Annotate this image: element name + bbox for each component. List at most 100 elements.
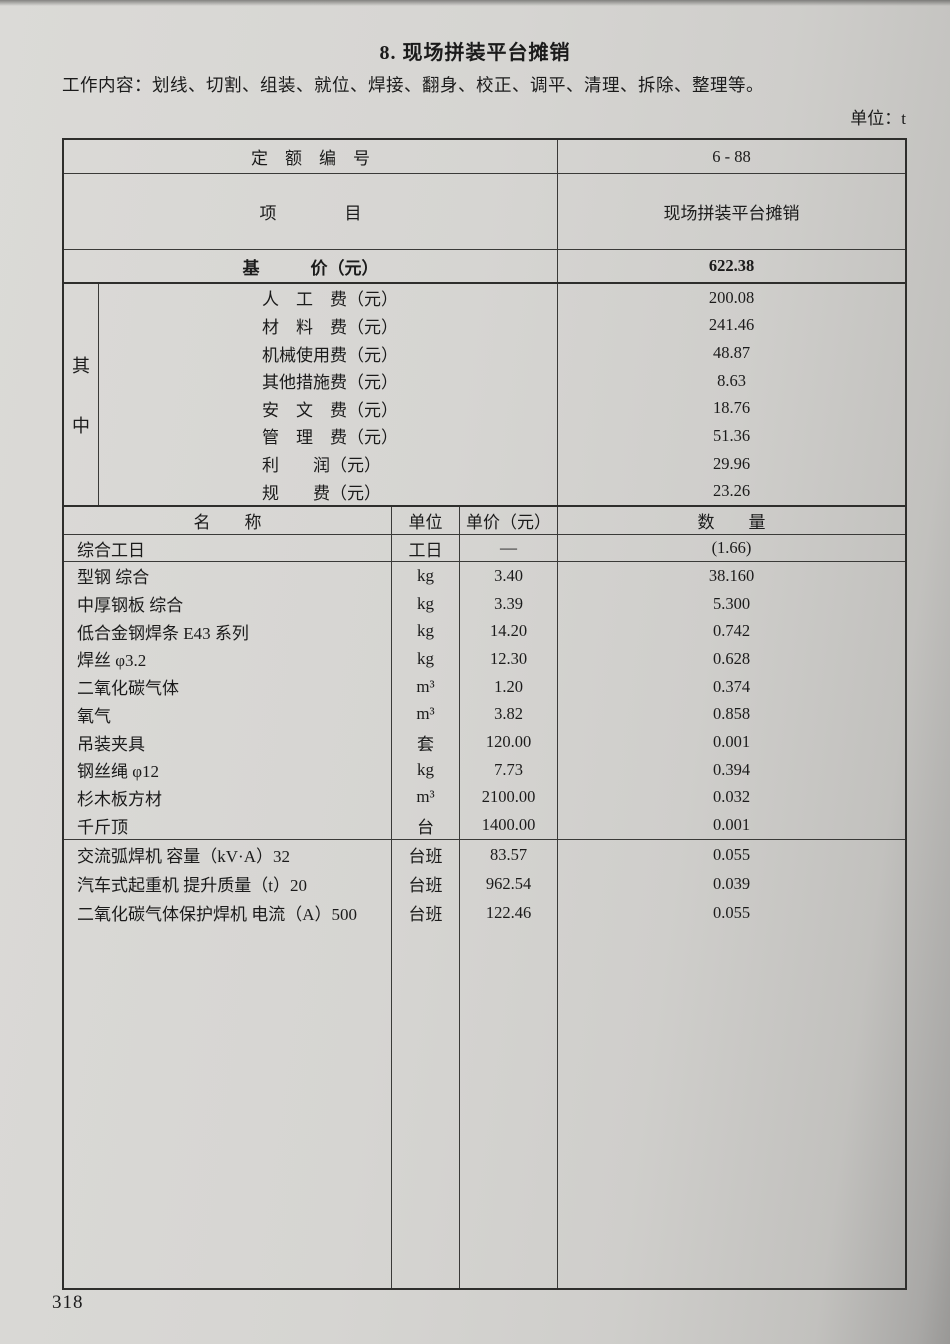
material-unit: kg (392, 589, 460, 618)
material-name: 中厚钢板 综合 (64, 589, 392, 618)
material-price: 120.00 (460, 728, 558, 756)
material-quantity: 5.300 (712, 593, 751, 613)
material-quantity: 38.160 (708, 565, 755, 585)
material-unit: 套 (392, 728, 460, 756)
component-row: 机械使用费（元） 48.87 (99, 339, 905, 367)
page-number: 318 (52, 1292, 84, 1313)
quota-item-value: 现场拼装平台摊销 (663, 204, 800, 223)
material-name: 焊丝 φ3.2 (64, 645, 392, 673)
material-row: 千斤顶 台 1400.00 0.001 (64, 811, 905, 840)
machine-name: 交流弧焊机 容量（kV·A）32 (64, 840, 392, 869)
machine-price: 122.46 (460, 898, 558, 927)
material-name: 氧气 (64, 700, 392, 729)
component-value: 8.63 (717, 370, 746, 390)
component-row: 安 文 费（元） 18.76 (99, 394, 905, 423)
machine-price: 962.54 (460, 869, 558, 898)
component-label: 管 理 费（元） (99, 422, 558, 450)
material-name: 二氧化碳气体 (64, 672, 392, 701)
material-price: 12.30 (460, 645, 558, 673)
material-name: 钢丝绳 φ12 (64, 755, 392, 784)
machine-row: 汽车式起重机 提升质量（t）20 台班 962.54 0.039 (64, 869, 905, 898)
component-label: 材 料 费（元） (99, 311, 558, 340)
cost-components-section: 其 中 人 工 费（元） 200.08 材 料 费（元） 241.46 机械使用… (64, 284, 905, 507)
component-row: 管 理 费（元） 51.36 (99, 422, 905, 450)
header-unit: 单位 (392, 507, 460, 534)
material-row: 型钢 综合 kg 3.40 38.160 (64, 562, 905, 590)
material-price: 1.20 (460, 672, 558, 701)
material-unit: kg (392, 645, 460, 673)
component-value: 29.96 (712, 453, 751, 473)
among-char-top: 其 (72, 355, 90, 376)
material-row: 吊装夹具 套 120.00 0.001 (64, 728, 905, 756)
quota-code-row: 定 额 编 号 6 - 88 (64, 140, 905, 174)
machine-name: 汽车式起重机 提升质量（t）20 (64, 869, 392, 898)
empty-table-area (64, 927, 905, 1288)
component-row: 材 料 费（元） 241.46 (99, 311, 905, 340)
component-label: 规 费（元） (99, 477, 558, 505)
labor-name: 综合工日 (64, 535, 392, 561)
component-value: 51.36 (712, 425, 751, 445)
material-row: 低合金钢焊条 E43 系列 kg 14.20 0.742 (64, 617, 905, 646)
machines-block: 交流弧焊机 容量（kV·A）32 台班 83.57 0.055 汽车式起重机 提… (64, 840, 905, 1288)
component-value: 200.08 (708, 287, 755, 307)
material-quantity: 0.742 (712, 621, 751, 641)
component-label: 利 润（元） (99, 449, 558, 478)
machine-unit: 台班 (392, 898, 460, 927)
base-price-label: 基 价（元） (64, 250, 558, 282)
machine-name: 二氧化碳气体保护焊机 电流（A）500 (64, 898, 392, 927)
component-label: 安 文 费（元） (99, 394, 558, 423)
materials-block: 型钢 综合 kg 3.40 38.160 中厚钢板 综合 kg 3.39 5.3… (64, 562, 905, 840)
component-row: 利 润（元） 29.96 (99, 449, 905, 478)
base-price-value: 622.38 (708, 256, 755, 275)
material-row: 二氧化碳气体 m³ 1.20 0.374 (64, 672, 905, 701)
material-quantity: 0.032 (712, 787, 751, 807)
among-char-bottom: 中 (72, 415, 90, 436)
material-quantity: 0.858 (712, 704, 751, 724)
page-title: 8. 现场拼装平台摊销 (379, 42, 571, 64)
resources-header-row: 名 称 单位 单价（元） 数 量 (64, 507, 905, 535)
component-row: 其他措施费（元） 8.63 (99, 366, 905, 395)
component-rows: 人 工 费（元） 200.08 材 料 费（元） 241.46 机械使用费（元）… (99, 284, 905, 505)
material-row: 氧气 m³ 3.82 0.858 (64, 700, 905, 729)
material-row: 中厚钢板 综合 kg 3.39 5.300 (64, 589, 905, 618)
work-content-text: 工作内容：划线、切割、组装、就位、焊接、翻身、校正、调平、清理、拆除、整理等。 (62, 75, 764, 95)
labor-row: 综合工日 工日 — (1.66) (64, 535, 905, 562)
material-price: 3.40 (460, 562, 558, 590)
component-row: 规 费（元） 23.26 (99, 477, 905, 505)
material-quantity: 0.374 (712, 676, 751, 696)
header-quantity: 数 量 (697, 513, 766, 532)
component-value: 18.76 (712, 398, 751, 418)
labor-quantity: (1.66) (711, 538, 752, 557)
quota-item-row: 项 目 现场拼装平台摊销 (64, 174, 905, 250)
among-label: 其 中 (64, 284, 99, 505)
machine-row: 二氧化碳气体保护焊机 电流（A）500 台班 122.46 0.055 (64, 898, 905, 927)
component-label: 机械使用费（元） (99, 339, 558, 367)
base-price-row: 基 价（元） 622.38 (64, 250, 905, 284)
machine-unit: 台班 (392, 869, 460, 898)
material-name: 型钢 综合 (64, 562, 392, 590)
component-value: 241.46 (708, 315, 755, 335)
material-unit: m³ (392, 783, 460, 812)
machine-row: 交流弧焊机 容量（kV·A）32 台班 83.57 0.055 (64, 840, 905, 869)
quota-item-label: 项 目 (64, 174, 558, 249)
material-price: 3.82 (460, 700, 558, 729)
material-unit: m³ (392, 672, 460, 701)
material-price: 14.20 (460, 617, 558, 646)
material-quantity: 0.001 (712, 732, 751, 752)
material-row: 杉木板方材 m³ 2100.00 0.032 (64, 783, 905, 812)
material-name: 杉木板方材 (64, 783, 392, 812)
material-row: 焊丝 φ3.2 kg 12.30 0.628 (64, 645, 905, 673)
component-label: 人 工 费（元） (99, 284, 558, 312)
quota-code-label: 定 额 编 号 (64, 140, 558, 173)
machine-quantity: 0.055 (712, 844, 751, 864)
header-name: 名 称 (64, 507, 392, 534)
header-price: 单价（元） (460, 507, 558, 534)
material-row: 钢丝绳 φ12 kg 7.73 0.394 (64, 755, 905, 784)
material-name: 吊装夹具 (64, 728, 392, 756)
component-value: 48.87 (712, 343, 751, 363)
material-quantity: 0.394 (712, 759, 751, 779)
machine-quantity: 0.055 (712, 902, 751, 922)
material-unit: kg (392, 755, 460, 784)
unit-note: 单位：t (850, 109, 906, 128)
